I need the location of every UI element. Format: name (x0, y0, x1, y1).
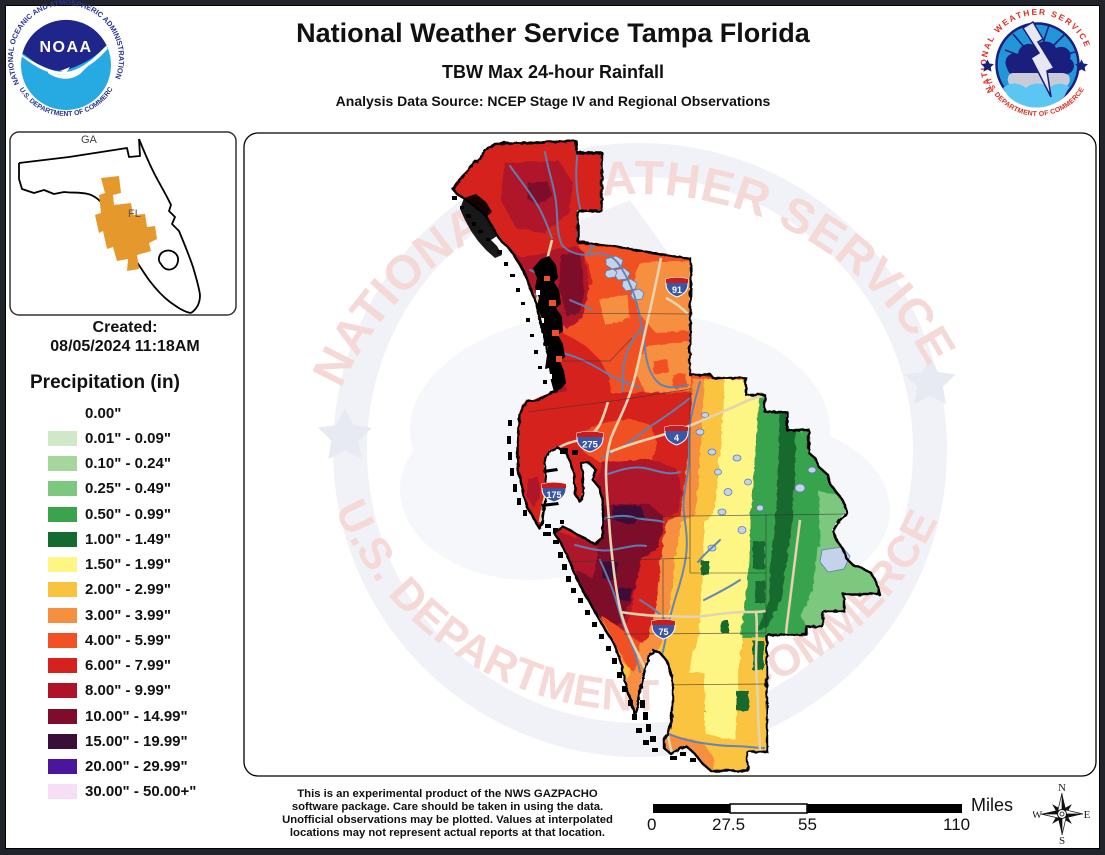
svg-text:75: 75 (658, 627, 668, 637)
svg-text:GA: GA (81, 134, 98, 146)
svg-text:91: 91 (672, 285, 682, 295)
svg-text:E: E (1084, 809, 1091, 821)
svg-text:W: W (1033, 809, 1043, 821)
svg-text:S: S (1059, 835, 1065, 846)
svg-text:275: 275 (582, 440, 599, 451)
svg-text:175: 175 (546, 490, 561, 500)
svg-text:FL: FL (128, 208, 141, 220)
svg-text:NOAA: NOAA (39, 39, 92, 56)
svg-text:N: N (1058, 782, 1066, 794)
svg-text:4: 4 (674, 433, 679, 443)
